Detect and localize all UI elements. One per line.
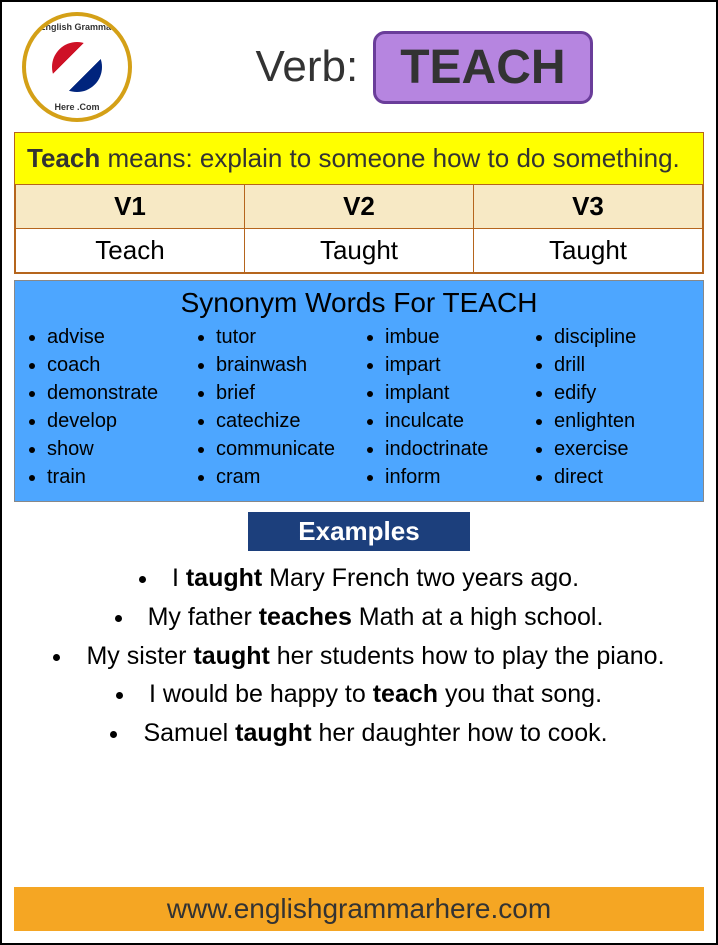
synonym-item: train <box>47 463 186 491</box>
verb-forms-value-row: Teach Taught Taught <box>16 229 703 273</box>
synonym-item: cram <box>216 463 355 491</box>
v3-header: V3 <box>474 185 703 229</box>
synonym-item: tutor <box>216 323 355 351</box>
verb-forms-table: V1 V2 V3 Teach Taught Taught <box>15 184 703 273</box>
v1-header: V1 <box>16 185 245 229</box>
synonyms-columns: advisecoachdemonstratedevelopshowtrain t… <box>25 323 693 491</box>
v1-value: Teach <box>16 229 245 273</box>
synonym-item: enlighten <box>554 407 693 435</box>
header: English Grammar Here .Com Verb: TEACH <box>2 2 716 132</box>
definition-rest: means: explain to someone how to do some… <box>100 143 680 173</box>
synonym-item: indoctrinate <box>385 435 524 463</box>
synonyms-block: Synonym Words For TEACH advisecoachdemon… <box>14 280 704 502</box>
synonym-col-2: tutorbrainwashbriefcatechizecommunicatec… <box>194 323 355 491</box>
synonym-col-4: disciplinedrilledifyenlightenexercisedir… <box>532 323 693 491</box>
v2-header: V2 <box>245 185 474 229</box>
example-item: My father teaches Math at a high school. <box>32 598 686 637</box>
synonym-item: communicate <box>216 435 355 463</box>
synonym-item: catechize <box>216 407 355 435</box>
synonym-item: direct <box>554 463 693 491</box>
logo-text-top: English Grammar <box>26 22 128 32</box>
synonym-item: imbue <box>385 323 524 351</box>
example-item: My sister taught her students how to pla… <box>32 637 686 676</box>
synonym-item: advise <box>47 323 186 351</box>
synonyms-title: Synonym Words For TEACH <box>25 287 693 319</box>
synonym-item: demonstrate <box>47 379 186 407</box>
synonym-item: inculcate <box>385 407 524 435</box>
synonym-item: inform <box>385 463 524 491</box>
logo-flag-icon <box>52 42 102 92</box>
v2-value: Taught <box>245 229 474 273</box>
synonym-item: implant <box>385 379 524 407</box>
footer-url: www.englishgrammarhere.com <box>2 883 716 943</box>
definition-bold: Teach <box>27 143 100 173</box>
synonym-item: impart <box>385 351 524 379</box>
example-item: I would be happy to teach you that song. <box>32 675 686 714</box>
synonym-item: coach <box>47 351 186 379</box>
synonym-item: brief <box>216 379 355 407</box>
synonym-item: develop <box>47 407 186 435</box>
title-area: Verb: TEACH <box>152 31 696 104</box>
synonym-item: brainwash <box>216 351 355 379</box>
verb-forms-header-row: V1 V2 V3 <box>16 185 703 229</box>
verb-box: TEACH <box>373 31 592 104</box>
examples-list: I taught Mary French two years ago.My fa… <box>2 559 716 753</box>
examples-label: Examples <box>248 512 469 551</box>
synonym-item: edify <box>554 379 693 407</box>
example-item: Samuel taught her daughter how to cook. <box>32 714 686 753</box>
definition-text: Teach means: explain to someone how to d… <box>15 133 703 184</box>
synonym-item: discipline <box>554 323 693 351</box>
synonym-col-1: advisecoachdemonstratedevelopshowtrain <box>25 323 186 491</box>
synonym-item: exercise <box>554 435 693 463</box>
synonym-col-3: imbueimpartimplantinculcateindoctrinatei… <box>363 323 524 491</box>
site-logo: English Grammar Here .Com <box>22 12 132 122</box>
verb-label: Verb: <box>255 42 358 92</box>
v3-value: Taught <box>474 229 703 273</box>
synonym-item: drill <box>554 351 693 379</box>
logo-text-bottom: Here .Com <box>26 102 128 112</box>
example-item: I taught Mary French two years ago. <box>32 559 686 598</box>
synonym-item: show <box>47 435 186 463</box>
definition-block: Teach means: explain to someone how to d… <box>14 132 704 274</box>
